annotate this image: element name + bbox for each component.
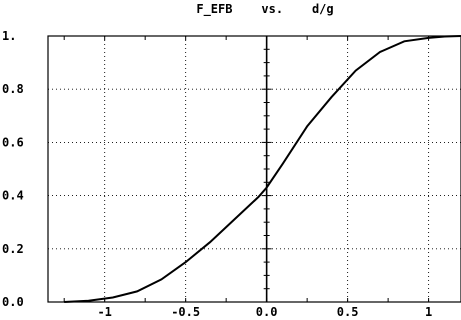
x-tick-labels: -1 -0.5 0.0 0.5 1 <box>97 305 432 319</box>
y-tick-label: 0.8 <box>2 82 24 96</box>
series-line <box>64 35 461 303</box>
x-tick-label: 0.5 <box>337 305 359 319</box>
grid <box>48 36 461 302</box>
x-tick-label: 1 <box>425 305 432 319</box>
x-tick-label: -1 <box>97 305 111 319</box>
x-tick-label: 0.0 <box>256 305 278 319</box>
y-tick-labels: 0.0 0.2 0.4 0.6 0.8 1. <box>2 29 24 309</box>
series-layer <box>64 35 461 303</box>
y-tick-label: 0.0 <box>2 295 24 309</box>
zero-axis <box>63 36 430 302</box>
y-tick-label: 1. <box>2 29 16 43</box>
x-tick-label: -0.5 <box>171 305 200 319</box>
chart-title: F_EFB vs. d/g <box>196 2 333 17</box>
y-tick-label: 0.4 <box>2 189 24 203</box>
y-tick-label: 0.2 <box>2 242 24 256</box>
y-tick-label: 0.6 <box>2 135 24 149</box>
plot-frame <box>47 35 461 303</box>
